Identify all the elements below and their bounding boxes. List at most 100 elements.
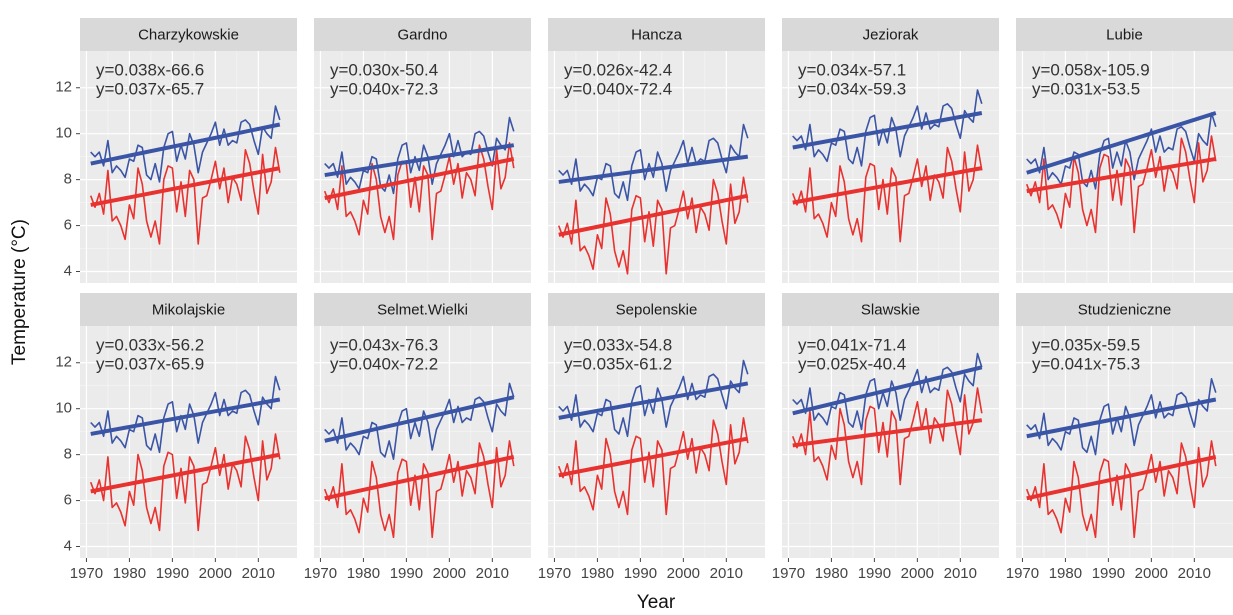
- equation-label: y=0.033x-54.8: [564, 335, 672, 354]
- x-tick-label: 1980: [581, 565, 614, 582]
- data-line: [89, 433, 281, 532]
- trend-line: [792, 365, 983, 416]
- panel-background: [1016, 326, 1233, 558]
- trend-line: [90, 122, 281, 166]
- panel-title: Sepolenskie: [616, 301, 698, 318]
- data-line: [324, 382, 515, 460]
- x-tick-label: 2010: [710, 565, 743, 582]
- equation-label: y=0.035x-59.5: [1032, 335, 1140, 354]
- trend-line: [324, 143, 515, 178]
- equation-label: y=0.058x-105.9: [1032, 60, 1150, 79]
- trend-line: [1026, 454, 1217, 501]
- equation-label: y=0.035x-61.2: [564, 354, 672, 373]
- strip: [782, 293, 999, 326]
- equation-label: y=0.034x-57.1: [798, 60, 906, 79]
- data-line: [792, 352, 983, 431]
- data-line: [1026, 378, 1217, 456]
- x-tick-label: 1990: [156, 565, 189, 582]
- equation-label: y=0.033x-56.2: [96, 335, 204, 354]
- equation-label: y=0.040x-72.4: [564, 79, 672, 98]
- y-tick-label: 12: [55, 79, 72, 96]
- y-tick-label: 4: [64, 537, 72, 554]
- trend-line: [792, 166, 983, 205]
- panel-title: Slawskie: [861, 301, 920, 318]
- panel-title: Charzykowskie: [138, 26, 239, 43]
- panel-title: Selmet.Wielki: [377, 301, 468, 318]
- panel-title: Lubie: [1106, 26, 1143, 43]
- x-tick-label: 1990: [390, 565, 423, 582]
- equation-label: y=0.041x-75.3: [1032, 354, 1140, 373]
- trend-line: [324, 395, 515, 443]
- panel-title: Hancza: [631, 26, 683, 43]
- trend-line: [90, 452, 281, 494]
- equation-label: y=0.030x-50.4: [330, 60, 438, 79]
- data-line: [558, 123, 749, 202]
- x-tick-label: 1990: [858, 565, 891, 582]
- trend-line: [558, 381, 749, 420]
- x-tick-label: 1980: [1049, 565, 1082, 582]
- x-tick-label: 1970: [772, 565, 805, 582]
- data-line: [324, 116, 515, 195]
- y-axis-title: Temperature (°C): [9, 219, 30, 365]
- x-tick-label: 2000: [667, 565, 700, 582]
- y-tick-label: 6: [64, 217, 72, 234]
- equation-label: y=0.037x-65.9: [96, 354, 204, 373]
- x-tick-label: 2010: [1178, 565, 1211, 582]
- x-tick-label: 2000: [901, 565, 934, 582]
- data-line: [557, 176, 749, 275]
- data-line: [557, 417, 749, 516]
- strip: [314, 18, 531, 51]
- equation-label: y=0.040x-72.3: [330, 79, 438, 98]
- panel-title: Studzieniczne: [1078, 301, 1171, 318]
- x-tick-label: 1970: [1006, 565, 1039, 582]
- equation-label: y=0.031x-53.5: [1032, 79, 1140, 98]
- panel-title: Mikolajskie: [152, 301, 225, 318]
- x-tick-label: 1970: [70, 565, 103, 582]
- x-tick-label: 1970: [304, 565, 337, 582]
- y-tick-label: 4: [64, 262, 72, 279]
- x-tick-label: 1970: [538, 565, 571, 582]
- x-tick-label: 1980: [113, 565, 146, 582]
- strip: [782, 18, 999, 51]
- strip: [80, 18, 297, 51]
- equation-label: y=0.040x-72.2: [330, 354, 438, 373]
- data-line: [90, 105, 281, 183]
- trend-line: [324, 454, 515, 501]
- x-tick-label: 2000: [199, 565, 232, 582]
- equation-label: y=0.038x-66.6: [96, 60, 204, 79]
- panel-title: Jeziorak: [863, 26, 919, 43]
- x-tick-label: 2010: [242, 565, 275, 582]
- y-tick-label: 6: [64, 492, 72, 509]
- trend-line: [792, 418, 983, 448]
- trend-line: [1026, 156, 1217, 194]
- x-tick-label: 1980: [815, 565, 848, 582]
- data-line: [558, 359, 749, 438]
- equation-label: y=0.034x-59.3: [798, 79, 906, 98]
- data-line: [1025, 440, 1217, 539]
- data-line: [323, 440, 515, 539]
- x-tick-label: 1980: [347, 565, 380, 582]
- x-tick-label: 2000: [433, 565, 466, 582]
- data-line: [791, 144, 983, 243]
- trend-line: [1026, 111, 1217, 175]
- equation-label: y=0.041x-71.4: [798, 335, 906, 354]
- y-tick-label: 8: [64, 171, 72, 188]
- x-tick-label: 2010: [944, 565, 977, 582]
- equation-label: y=0.037x-65.7: [96, 79, 204, 98]
- y-tick-label: 12: [55, 354, 72, 371]
- data-line: [90, 375, 281, 454]
- x-tick-label: 2000: [1135, 565, 1168, 582]
- trend-line: [1026, 397, 1217, 439]
- panel-background: [314, 326, 531, 558]
- data-line: [323, 142, 515, 241]
- equation-label: y=0.043x-76.3: [330, 335, 438, 354]
- data-line: [1025, 135, 1217, 234]
- trend-line: [90, 397, 281, 436]
- y-tick-label: 10: [55, 125, 72, 142]
- strip: [80, 293, 297, 326]
- data-line: [792, 89, 983, 167]
- panel-background: [80, 326, 297, 558]
- panel-title: Gardno: [397, 26, 447, 43]
